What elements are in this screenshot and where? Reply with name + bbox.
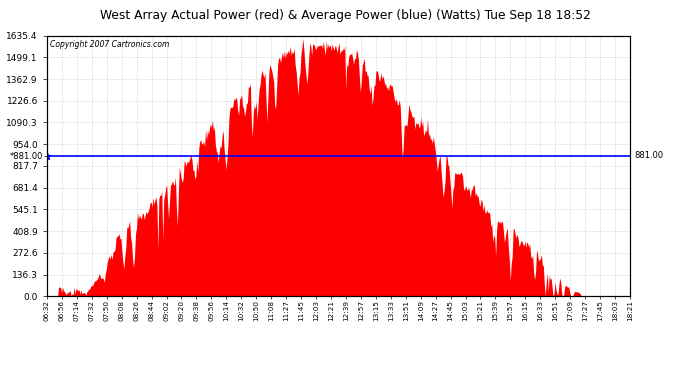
- Text: West Array Actual Power (red) & Average Power (blue) (Watts) Tue Sep 18 18:52: West Array Actual Power (red) & Average …: [99, 9, 591, 22]
- Text: 881.00: 881.00: [634, 152, 663, 160]
- Text: Copyright 2007 Cartronics.com: Copyright 2007 Cartronics.com: [50, 39, 169, 48]
